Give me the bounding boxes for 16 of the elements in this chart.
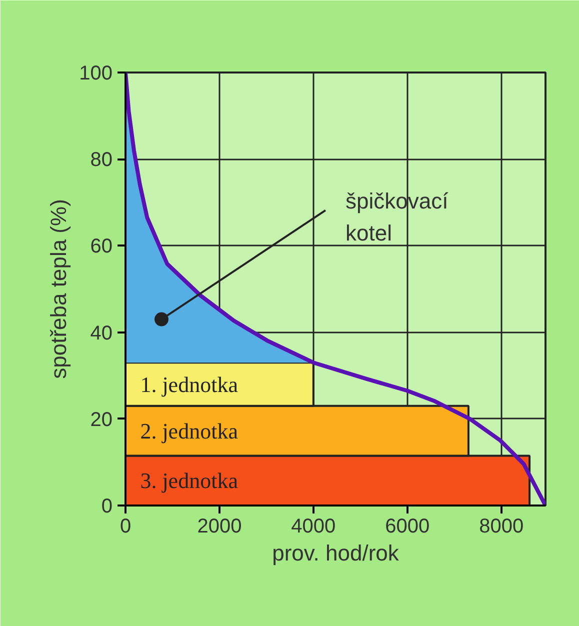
y-tick-label: 60 bbox=[90, 236, 113, 258]
y-tick-label: 80 bbox=[90, 149, 113, 172]
series-label: 3. jednotka bbox=[140, 468, 238, 494]
x-tick-label: 6000 bbox=[385, 516, 430, 538]
series-label: 2. jednotka bbox=[140, 418, 238, 444]
y-tick-label: 40 bbox=[90, 322, 113, 344]
y-tick-label: 20 bbox=[90, 408, 113, 431]
x-axis-title: prov. hod/rok bbox=[272, 540, 400, 566]
series-label: 1. jednotka bbox=[140, 372, 238, 397]
y-axis-title: spotřeba tepla (%) bbox=[46, 199, 72, 379]
x-tick-label: 4000 bbox=[291, 516, 336, 538]
x-tick-label: 0 bbox=[120, 516, 132, 538]
y-tick-label: 0 bbox=[101, 496, 112, 518]
x-tick-label: 8000 bbox=[479, 516, 524, 538]
y-tick-label: 100 bbox=[79, 62, 113, 84]
x-tick-label: 2000 bbox=[197, 516, 242, 538]
